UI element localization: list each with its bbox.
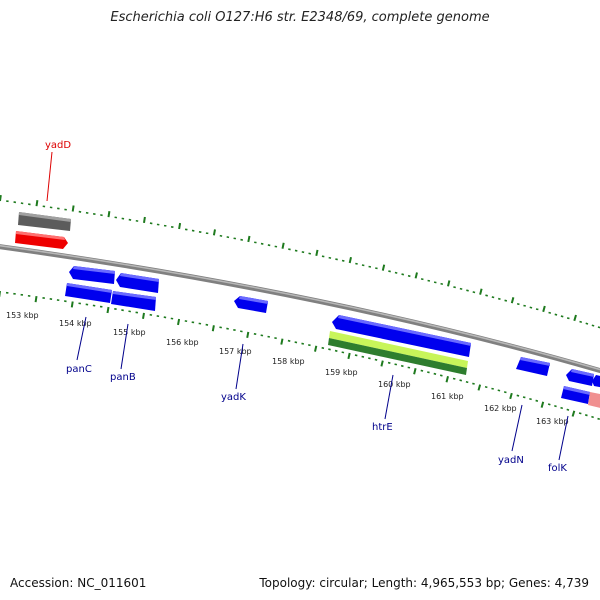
genome-title: Escherichia coli O127:H6 str. E2348/69, … bbox=[110, 10, 490, 25]
tick-label: 158 kbp bbox=[272, 357, 305, 366]
gene-label-folK[interactable]: folK bbox=[548, 463, 567, 474]
major-tick bbox=[35, 200, 39, 207]
tick-label: 162 kbp bbox=[484, 404, 517, 413]
gene-label-yadN[interactable]: yadN bbox=[498, 455, 524, 466]
topology-label: Topology: circular; Length: 4,965,553 bp… bbox=[259, 576, 589, 590]
major-tick bbox=[212, 229, 216, 236]
minor-tick bbox=[585, 322, 589, 325]
feature-blue-upper-1[interactable] bbox=[69, 266, 115, 284]
major-tick bbox=[281, 242, 285, 249]
gene-label-htrE[interactable]: htrE bbox=[372, 422, 393, 433]
major-tick bbox=[510, 297, 515, 304]
feature-blue-htrE-region[interactable] bbox=[332, 315, 471, 357]
gene-leader-line bbox=[46, 151, 53, 202]
inner-tick-ring bbox=[0, 291, 600, 421]
tick-label: 153 kbp bbox=[6, 311, 39, 320]
major-tick bbox=[347, 352, 351, 360]
tick-label: 159 kbp bbox=[325, 368, 358, 377]
gene-leader-line bbox=[511, 404, 523, 452]
feature-pink-edge[interactable] bbox=[588, 392, 600, 409]
major-tick bbox=[0, 194, 2, 202]
major-tick bbox=[71, 205, 75, 212]
major-tick bbox=[143, 216, 146, 224]
major-tick bbox=[381, 264, 386, 271]
tick-labels: 153 kbp 154 kbp 155 kbp 156 kbp 157 kbp 158 k… bbox=[6, 311, 569, 426]
feature-blue-folK[interactable] bbox=[561, 386, 590, 404]
tick-label: 154 kbp bbox=[59, 319, 92, 328]
major-tick bbox=[106, 306, 110, 314]
minor-tick bbox=[579, 320, 583, 323]
tick-label: 161 kbp bbox=[431, 392, 464, 401]
tick-label: 155 kbp bbox=[113, 328, 146, 337]
major-tick bbox=[348, 256, 352, 264]
major-tick bbox=[509, 392, 513, 400]
major-tick bbox=[445, 376, 449, 383]
tick-label: 156 kbp bbox=[166, 338, 199, 347]
major-tick bbox=[246, 331, 250, 338]
tick-label: 160 kbp bbox=[378, 380, 411, 389]
feature-blue-panB[interactable] bbox=[111, 291, 156, 311]
feature-highlight-htrE[interactable] bbox=[328, 331, 468, 375]
major-tick bbox=[34, 295, 38, 303]
tick-label: 157 kbp bbox=[219, 347, 252, 356]
gene-labels: yadD panC panB yadK htrE yadN folK bbox=[45, 140, 569, 474]
major-tick bbox=[542, 305, 546, 313]
gene-leader-line bbox=[558, 415, 569, 461]
major-tick bbox=[573, 314, 577, 322]
gene-leader-line bbox=[384, 374, 394, 420]
minor-tick bbox=[560, 406, 564, 410]
feature-blue-panC[interactable] bbox=[65, 283, 112, 303]
minor-tick bbox=[547, 403, 551, 406]
minor-tick bbox=[535, 399, 539, 402]
feature-blue-upper-2[interactable] bbox=[116, 273, 159, 293]
feature-gray-yadD-region[interactable] bbox=[18, 212, 71, 231]
feature-blue-edge[interactable] bbox=[592, 375, 600, 388]
major-tick bbox=[314, 345, 318, 352]
minor-tick bbox=[566, 408, 570, 411]
major-tick bbox=[247, 235, 251, 243]
major-tick bbox=[315, 249, 319, 256]
minor-tick bbox=[591, 415, 594, 419]
minor-tick bbox=[554, 405, 557, 408]
feature-blue-upper-3[interactable] bbox=[234, 296, 268, 313]
minor-tick bbox=[597, 417, 600, 421]
gene-label-yadD[interactable]: yadD bbox=[45, 140, 71, 151]
major-tick bbox=[571, 410, 576, 417]
major-tick bbox=[414, 272, 418, 279]
major-tick bbox=[142, 312, 145, 319]
feature-blue-yadN-region[interactable] bbox=[516, 357, 550, 376]
feature-red-yadD[interactable] bbox=[15, 231, 68, 249]
major-tick bbox=[380, 360, 384, 367]
genome-backbone bbox=[0, 244, 600, 374]
major-tick bbox=[447, 280, 451, 287]
accession-label: Accession: NC_011601 bbox=[10, 576, 147, 590]
major-tick bbox=[177, 318, 181, 326]
major-tick bbox=[70, 301, 74, 308]
gene-label-yadK[interactable]: yadK bbox=[221, 392, 246, 403]
feature-blue-folK-upper[interactable] bbox=[566, 369, 594, 386]
major-tick bbox=[540, 401, 545, 408]
outer-tick-ring bbox=[0, 194, 600, 329]
minor-tick bbox=[497, 297, 501, 301]
minor-tick bbox=[584, 414, 588, 417]
major-tick bbox=[280, 338, 284, 345]
major-tick bbox=[178, 222, 182, 230]
gene-leader-line bbox=[235, 343, 244, 390]
major-tick bbox=[211, 325, 215, 332]
gene-label-panC[interactable]: panC bbox=[66, 364, 92, 375]
gene-leader-line bbox=[120, 323, 129, 370]
gene-label-panB[interactable]: panB bbox=[110, 372, 136, 383]
tick-label: 163 kbp bbox=[536, 417, 569, 426]
major-tick bbox=[477, 384, 482, 391]
major-tick bbox=[107, 211, 111, 218]
gene-leader-line bbox=[76, 316, 87, 361]
major-tick bbox=[479, 288, 483, 295]
major-tick bbox=[413, 368, 417, 375]
